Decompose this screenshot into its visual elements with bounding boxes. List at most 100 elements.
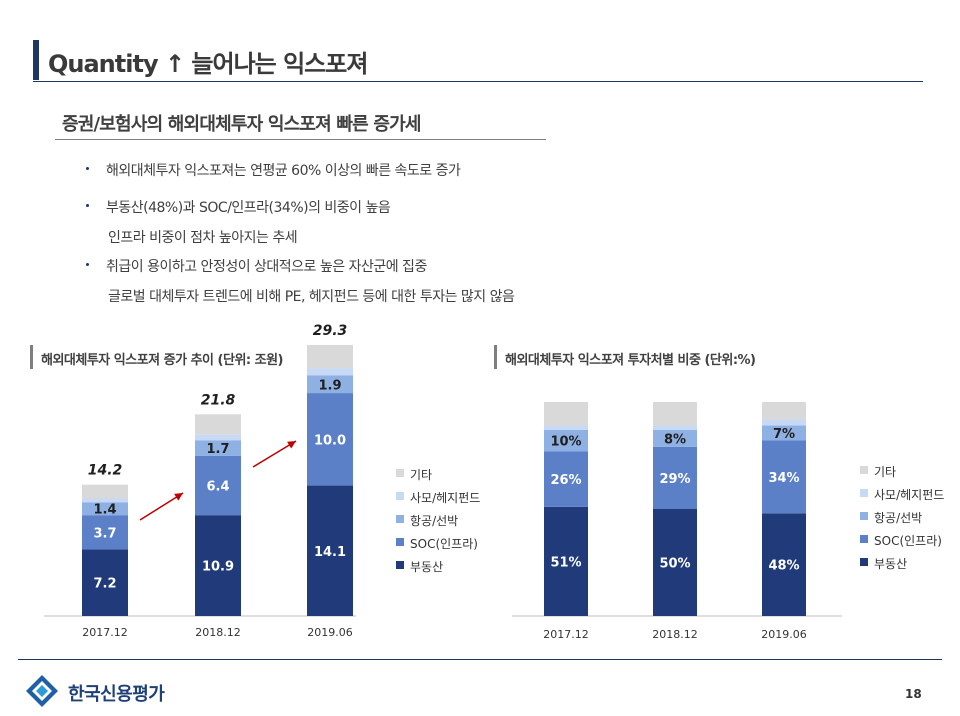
growth-arrowhead-icon — [287, 441, 296, 449]
company-logo-icon — [26, 675, 58, 707]
chart1-total-label: 29.3 — [313, 323, 348, 339]
chart2-bar-segment — [762, 513, 806, 616]
chart2-heading-bar — [494, 345, 497, 369]
chart1-total-label: 21.8 — [201, 392, 236, 408]
bullet-dot — [86, 263, 89, 266]
legend-swatch — [860, 512, 868, 520]
chart2-bar-segment — [653, 446, 697, 509]
company-name: 한국신용평가 — [68, 684, 165, 705]
chart1-bar-segment — [82, 484, 128, 499]
legend-swatch — [860, 558, 868, 566]
chart1-bar-segment — [82, 502, 128, 516]
page-number: 18 — [905, 687, 922, 701]
chart2-title: 해외대체투자 익스포져 투자처별 비중 (단위:%) — [505, 353, 756, 368]
chart2-data-label: 29% — [659, 472, 690, 487]
legend-label: 부동산 — [410, 560, 444, 574]
chart2-bar-segment — [544, 506, 588, 616]
chart2-bar-segment — [762, 419, 806, 426]
legend-swatch — [396, 515, 404, 523]
legend-label: 기타 — [874, 465, 897, 479]
growth-arrow-icon — [252, 440, 297, 468]
chart2-bar-segment — [653, 425, 697, 430]
bullet-text: 부동산(48%)과 SOC/인프라(34%)의 비중이 높음 — [106, 200, 391, 216]
bullet-text: 취급이 용이하고 안정성이 상대적으로 높은 자산군에 집중 — [106, 259, 427, 275]
footer-divider — [18, 659, 942, 660]
chart1-bar-segment — [82, 549, 128, 616]
chart1-bar-segment — [195, 455, 241, 516]
growth-arrow-icon — [139, 492, 184, 521]
legend-label: 항공/선박 — [874, 511, 923, 525]
chart1-data-label: 1.4 — [93, 503, 116, 518]
title-accent-bar — [33, 40, 39, 80]
chart2-bar-segment — [653, 402, 697, 426]
legend-swatch — [396, 538, 404, 546]
chart1-x-tick: 2019.06 — [307, 626, 353, 639]
chart1-bar-segment — [307, 368, 353, 376]
chart2-bar-segment — [544, 402, 588, 426]
chart2-bar-segment — [653, 429, 697, 447]
bullet-text: 인프라 비중이 점차 높아지는 추세 — [108, 230, 298, 246]
chart1-data-label: 3.7 — [93, 526, 116, 541]
legend-swatch — [396, 561, 404, 569]
chart1-bar-segment — [307, 393, 353, 486]
legend-label: 사모/헤지펀드 — [410, 491, 481, 505]
chart1-bar-segment — [307, 344, 353, 369]
chart1-bar-segment — [307, 485, 353, 616]
page-title: Quantity ↑ 늘어나는 익스포져 — [48, 50, 368, 78]
subtitle-divider — [55, 139, 546, 140]
chart2-data-label: 48% — [768, 559, 799, 574]
bullet-dot — [86, 204, 89, 207]
bullet-text: 해외대체투자 익스포져는 연평균 60% 이상의 빠른 속도로 증가 — [106, 163, 461, 179]
legend-label: SOC(인프라) — [410, 537, 478, 551]
chart2-data-label: 34% — [768, 471, 799, 486]
chart1-data-label: 1.9 — [318, 378, 341, 393]
chart1-data-label: 7.2 — [93, 577, 116, 592]
growth-arrowhead-icon — [174, 493, 183, 501]
chart1-heading-bar — [30, 345, 33, 369]
chart2-data-label: 7% — [773, 427, 795, 442]
legend-swatch — [396, 492, 404, 500]
legend-swatch — [860, 466, 868, 474]
legend-label: 부동산 — [874, 557, 908, 571]
chart1-data-label: 6.4 — [206, 480, 229, 495]
bullet-text: 글로벌 대체투자 트렌드에 비해 PE, 헤지펀드 등에 대한 투자는 많지 않… — [108, 289, 515, 305]
chart1-x-tick: 2018.12 — [195, 626, 241, 639]
chart1-bar-segment — [195, 440, 241, 456]
chart2-x-tick: 2019.06 — [761, 628, 807, 641]
chart2-bar-segment — [762, 425, 806, 441]
chart2-bar-segment — [544, 425, 588, 430]
legend-label: 항공/선박 — [410, 514, 459, 528]
title-divider — [33, 81, 923, 82]
chart1-total-label: 14.2 — [88, 463, 123, 479]
chart2-data-label: 10% — [550, 435, 581, 450]
chart2-bar-segment — [762, 440, 806, 514]
chart1-x-tick: 2017.12 — [82, 626, 128, 639]
chart2-data-label: 26% — [550, 473, 581, 488]
chart1-bar-segment — [82, 498, 128, 503]
chart2-data-label: 50% — [659, 557, 690, 572]
chart2-bar-segment — [544, 451, 588, 507]
chart2-bar-segment — [762, 402, 806, 420]
chart2-bar-segment — [653, 509, 697, 616]
legend-swatch — [860, 535, 868, 543]
chart2-data-label: 51% — [550, 555, 581, 570]
chart1-title: 해외대체투자 익스포져 증가 추이 (단위: 조원) — [41, 353, 284, 368]
legend-swatch — [396, 469, 404, 477]
chart1-bar-segment — [82, 515, 128, 550]
chart2-x-tick: 2017.12 — [543, 628, 589, 641]
chart1-bar-segment — [195, 434, 241, 441]
chart1-data-label: 1.7 — [206, 442, 229, 457]
section-subtitle: 증권/보험사의 해외대체투자 익스포져 빠른 증가세 — [62, 114, 421, 135]
chart1-bar-segment — [195, 414, 241, 435]
chart1-bar-segment — [195, 515, 241, 616]
chart1-data-label: 14.1 — [314, 545, 346, 560]
bullet-dot — [86, 167, 89, 170]
chart2-x-tick: 2018.12 — [652, 628, 698, 641]
chart1-bar-segment — [307, 375, 353, 394]
legend-label: 기타 — [410, 468, 433, 482]
legend-swatch — [860, 489, 868, 497]
chart2-data-label: 8% — [664, 432, 686, 447]
chart1-data-label: 10.9 — [202, 560, 234, 575]
legend-label: 사모/헤지펀드 — [874, 488, 945, 502]
